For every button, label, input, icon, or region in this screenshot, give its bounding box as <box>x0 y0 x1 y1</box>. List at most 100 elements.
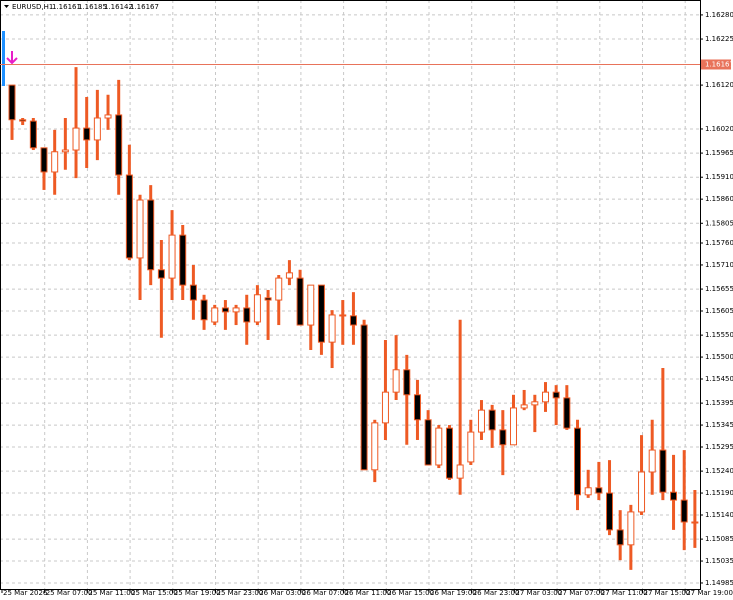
candle-body <box>221 307 229 313</box>
header-value: 1.16185 <box>78 3 107 11</box>
candle-body <box>72 127 80 151</box>
candle-body <box>424 419 432 466</box>
candle-body <box>381 391 389 424</box>
candle-body <box>413 394 421 421</box>
y-tick-label: 1.15550 <box>705 331 733 339</box>
candle-body <box>285 272 293 279</box>
candle-body <box>616 529 624 546</box>
y-tick-label: 1.15965 <box>705 149 733 157</box>
candle-body <box>584 487 592 496</box>
candle-body <box>531 401 539 406</box>
candle-body <box>542 391 549 403</box>
x-tick-label: 26 Mar 19:00 <box>430 589 477 597</box>
candle-body <box>456 464 464 479</box>
candle-body <box>61 149 69 153</box>
candle-body <box>264 297 272 301</box>
candle-body <box>445 427 453 479</box>
header-value: 1.16167 <box>130 3 159 11</box>
candle-body <box>403 369 411 396</box>
x-tick-label: 26 Mar 11:00 <box>345 589 392 597</box>
candle-body <box>211 307 219 323</box>
x-tick-label: 25 Mar 15:00 <box>131 589 178 597</box>
x-tick-label: 25 Mar 19:00 <box>174 589 221 597</box>
candle-body <box>339 314 347 317</box>
y-tick-label: 1.15910 <box>705 173 733 181</box>
y-tick-label: 1.15805 <box>705 219 733 227</box>
selection-bar <box>2 31 5 86</box>
candle-body <box>51 151 59 173</box>
candle-body <box>606 492 614 531</box>
header-value: 1.16142 <box>104 3 133 11</box>
y-tick-label: 1.16225 <box>705 35 733 43</box>
x-tick-label: 27 Mar 15:00 <box>644 589 691 597</box>
candle-body <box>499 429 507 446</box>
candle-body <box>563 397 571 429</box>
candle-body <box>467 431 475 463</box>
x-tick-label: 27 Mar 03:00 <box>515 589 562 597</box>
candle-body <box>659 449 667 493</box>
x-tick-label: 26 Mar 03:00 <box>259 589 306 597</box>
plot-frame <box>0 0 701 590</box>
x-tick-label: 25 Mar 11:00 <box>88 589 135 597</box>
candle-body <box>200 299 208 321</box>
candle-body <box>125 174 133 259</box>
candle-body <box>392 369 400 393</box>
x-tick-label: 27 Mar 11:00 <box>601 589 648 597</box>
arrow-marker <box>6 51 18 65</box>
candle-body <box>296 277 304 326</box>
y-tick-label: 1.15140 <box>705 511 733 519</box>
y-tick-label: 1.15035 <box>705 557 733 565</box>
y-tick-label: 1.15240 <box>705 467 733 475</box>
y-tick-label: 1.15655 <box>705 285 733 293</box>
y-tick-label: 1.15500 <box>705 353 733 361</box>
x-tick-label: 26 Mar 15:00 <box>387 589 434 597</box>
candle-body <box>93 117 101 141</box>
candle-body <box>40 147 48 173</box>
y-tick-label: 1.15295 <box>705 443 733 451</box>
y-tick-label: 1.15710 <box>705 261 733 269</box>
menu-triangle <box>4 5 9 8</box>
candle-body <box>648 449 656 473</box>
y-tick-label: 1.16280 <box>705 11 733 19</box>
candle-body <box>19 119 27 122</box>
candle-body <box>371 422 379 471</box>
y-tick-label: 1.14985 <box>705 579 733 587</box>
candle-body <box>147 199 155 271</box>
candle-body <box>520 404 528 409</box>
candle-body <box>552 391 560 399</box>
candle-body <box>157 269 165 279</box>
candle-body <box>243 307 251 323</box>
candle-body <box>670 491 678 501</box>
candle-body <box>253 294 261 323</box>
y-tick-label: 1.16120 <box>705 81 733 89</box>
x-tick-label: 27 Mar 19:00 <box>686 589 733 597</box>
candle-body <box>477 409 485 433</box>
candle-body <box>115 114 123 176</box>
y-tick-label: 1.15605 <box>705 307 733 315</box>
y-tick-label: 1.15190 <box>705 489 733 497</box>
candle-body <box>595 487 603 494</box>
y-tick-label: 1.15395 <box>705 399 733 407</box>
candle-body <box>627 511 635 546</box>
candle-body <box>275 277 283 301</box>
x-tick-label: 26 Mar 07:00 <box>302 589 349 597</box>
candle-body <box>83 127 91 141</box>
symbol: EURUSD,H1 <box>12 3 53 11</box>
x-tick-label: 25 Mar 2026 <box>3 589 48 597</box>
candle-body <box>328 314 336 343</box>
candle-body <box>638 471 646 513</box>
candle-body <box>179 234 187 286</box>
y-tick-label: 1.15345 <box>705 421 733 429</box>
candle-body <box>168 234 176 279</box>
x-tick-label: 27 Mar 07:00 <box>558 589 605 597</box>
candle-body <box>360 324 368 471</box>
candle-body <box>189 284 197 301</box>
candle-body <box>680 499 688 523</box>
candle-body <box>574 427 582 496</box>
candle-body <box>349 315 357 326</box>
candle-body <box>136 199 144 259</box>
x-tick-label: 25 Mar 07:00 <box>46 589 93 597</box>
